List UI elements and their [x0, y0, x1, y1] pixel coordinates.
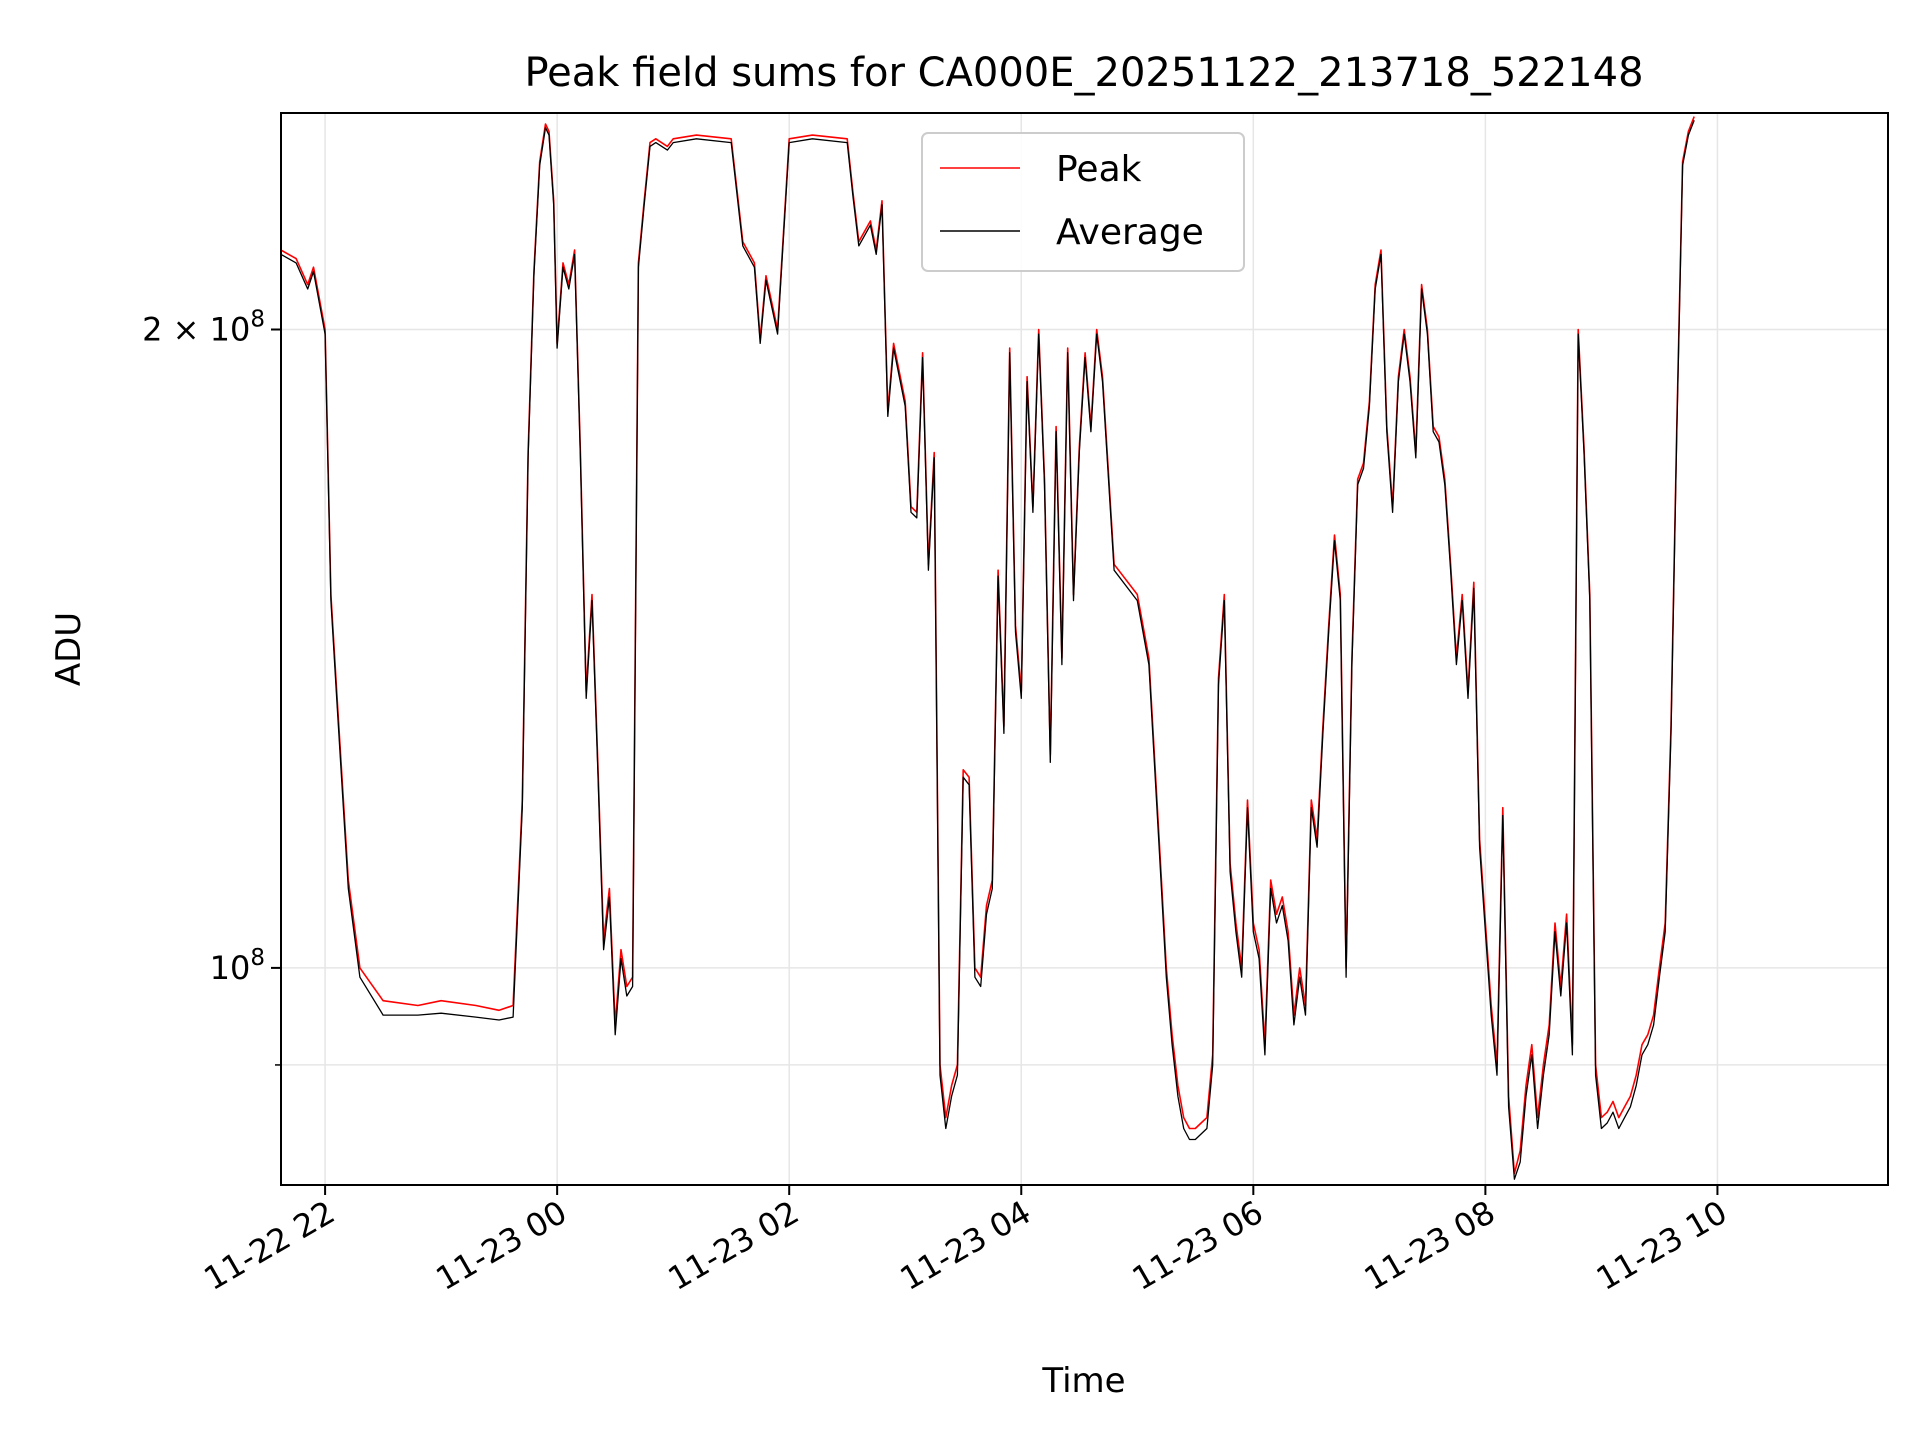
series-layer	[281, 116, 1695, 1180]
legend-label-peak: Peak	[1056, 149, 1142, 190]
series-line-average	[281, 120, 1695, 1180]
grid-lines	[281, 113, 1888, 1185]
x-axis-label: Time	[1041, 1361, 1125, 1401]
legend-label-average: Average	[1056, 212, 1204, 253]
y-tick-label: 108	[210, 945, 265, 987]
legend: Peak Average	[921, 132, 1245, 272]
plot-frame	[280, 112, 1889, 1186]
chart-title: Peak field sums for CA000E_20251122_2137…	[524, 50, 1643, 96]
y-tick-label: 2 × 108	[142, 307, 265, 349]
y-axis-label: ADU	[49, 612, 89, 686]
